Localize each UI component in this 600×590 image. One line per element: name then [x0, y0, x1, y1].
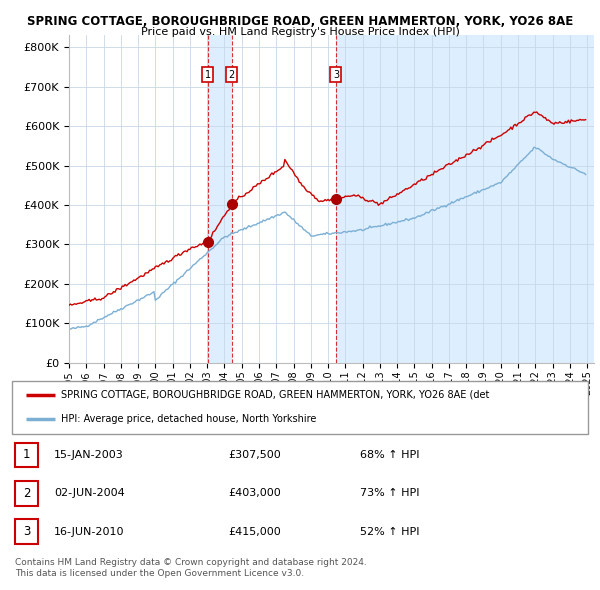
Text: 16-JUN-2010: 16-JUN-2010 — [54, 527, 125, 536]
Text: £307,500: £307,500 — [228, 450, 281, 460]
Text: £415,000: £415,000 — [228, 527, 281, 536]
Text: SPRING COTTAGE, BOROUGHBRIDGE ROAD, GREEN HAMMERTON, YORK, YO26 8AE (det: SPRING COTTAGE, BOROUGHBRIDGE ROAD, GREE… — [61, 390, 490, 400]
Text: 1: 1 — [205, 70, 211, 80]
Text: Price paid vs. HM Land Registry's House Price Index (HPI): Price paid vs. HM Land Registry's House … — [140, 27, 460, 37]
Text: 3: 3 — [23, 525, 30, 538]
Text: 3: 3 — [333, 70, 339, 80]
Text: Contains HM Land Registry data © Crown copyright and database right 2024.: Contains HM Land Registry data © Crown c… — [15, 558, 367, 566]
Text: 02-JUN-2004: 02-JUN-2004 — [54, 489, 125, 498]
Text: 73% ↑ HPI: 73% ↑ HPI — [360, 489, 419, 498]
Text: 15-JAN-2003: 15-JAN-2003 — [54, 450, 124, 460]
Bar — [208, 35, 232, 363]
Text: 2: 2 — [229, 70, 235, 80]
Text: 52% ↑ HPI: 52% ↑ HPI — [360, 527, 419, 536]
Text: 1: 1 — [23, 448, 30, 461]
Text: HPI: Average price, detached house, North Yorkshire: HPI: Average price, detached house, Nort… — [61, 414, 316, 424]
Text: 68% ↑ HPI: 68% ↑ HPI — [360, 450, 419, 460]
Text: £403,000: £403,000 — [228, 489, 281, 498]
Text: SPRING COTTAGE, BOROUGHBRIDGE ROAD, GREEN HAMMERTON, YORK, YO26 8AE: SPRING COTTAGE, BOROUGHBRIDGE ROAD, GREE… — [27, 15, 573, 28]
Bar — [336, 35, 594, 363]
Text: 2: 2 — [23, 487, 30, 500]
Text: This data is licensed under the Open Government Licence v3.0.: This data is licensed under the Open Gov… — [15, 569, 304, 578]
